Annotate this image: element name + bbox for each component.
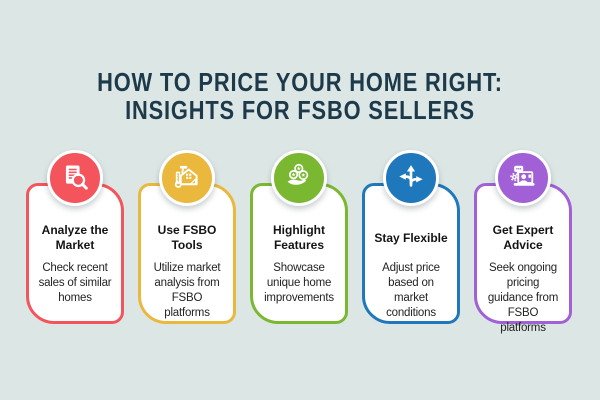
step-icon-badge xyxy=(271,150,327,206)
step-card-box: Get Expert Advice Seek ongoing pricing g… xyxy=(474,183,572,334)
step-card-use-fsbo-tools: Use FSBO Tools Utilize market analysis f… xyxy=(138,150,236,324)
step-title: Stay Flexible xyxy=(374,230,448,245)
step-description: Seek ongoing pricing guidance from FSBO … xyxy=(487,262,559,334)
branching-arrows-icon xyxy=(399,165,423,187)
step-title: Analyze the Market xyxy=(41,223,109,252)
step-card-box: Stay Flexible Adjust price based on mark… xyxy=(362,183,460,324)
step-description: Check recent sales of similar homes xyxy=(38,262,112,304)
step-card-box: Analyze the Market Check recent sales of… xyxy=(26,183,124,324)
step-title: Use FSBO Tools xyxy=(157,223,217,252)
step-card-analyze-market: Analyze the Market Check recent sales of… xyxy=(26,150,124,324)
step-description: Adjust price based on market conditions xyxy=(382,262,440,319)
step-icon-badge xyxy=(159,150,215,206)
steps-row: Analyze the Market Check recent sales of… xyxy=(26,150,572,334)
step-card-stay-flexible: Stay Flexible Adjust price based on mark… xyxy=(362,150,460,324)
step-card-box: Highlight Features Showcase unique home … xyxy=(250,183,348,324)
step-icon-badge xyxy=(47,150,103,206)
document-magnifier-icon xyxy=(65,165,88,190)
step-card-box: Use FSBO Tools Utilize market analysis f… xyxy=(138,183,236,324)
step-title: Highlight Features xyxy=(273,223,325,252)
step-card-get-expert-advice: Get Expert Advice Seek ongoing pricing g… xyxy=(474,150,572,334)
step-icon-badge xyxy=(495,150,551,206)
expert-support-laptop-icon xyxy=(510,165,535,186)
hand-star-badges-icon xyxy=(287,163,309,185)
house-tools-icon xyxy=(174,165,198,188)
page-title: HOW TO PRICE YOUR HOME RIGHT: INSIGHTS F… xyxy=(97,67,503,125)
step-icon-badge xyxy=(383,150,439,206)
step-title: Get Expert Advice xyxy=(492,223,554,252)
step-card-highlight-features: Highlight Features Showcase unique home … xyxy=(250,150,348,324)
step-description: Utilize market analysis from FSBO platfo… xyxy=(153,262,221,319)
step-description: Showcase unique home improvements xyxy=(264,262,334,304)
